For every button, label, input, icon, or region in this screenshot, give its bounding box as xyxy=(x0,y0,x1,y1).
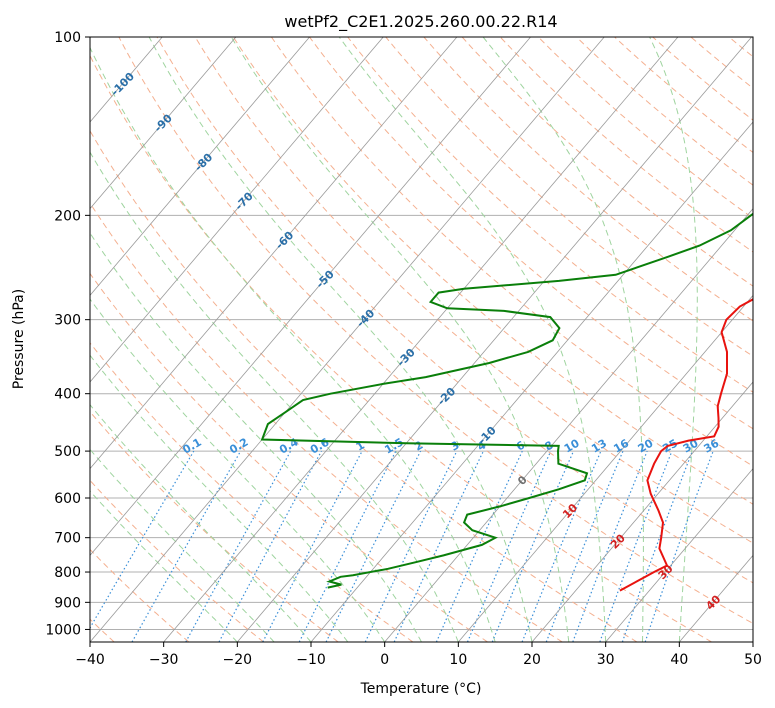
mixing-ratio-line xyxy=(644,450,714,642)
x-tick-label: 20 xyxy=(523,652,541,668)
mixing-ratio-line xyxy=(325,450,422,642)
isotherm-line xyxy=(384,208,753,642)
moist-adiabat-line xyxy=(90,298,386,642)
isotherm-line xyxy=(90,37,384,383)
y-tick-label: 700 xyxy=(54,531,81,547)
y-tick-label: 100 xyxy=(54,30,81,46)
moist-adiabat-line xyxy=(649,37,698,642)
moist-adiabat-line xyxy=(148,37,533,642)
x-tick-label: −10 xyxy=(296,652,326,668)
plot-area: 0.1 0.2 0.4 0.6 1 1.5 2 3 4 6 8 10 13 16 20 25 30 36-100-… xyxy=(90,37,753,642)
dry-adiabat-line xyxy=(308,37,753,430)
dry-adiabat-line xyxy=(90,54,712,642)
y-tick-label: 200 xyxy=(54,208,81,224)
x-tick-label: 40 xyxy=(670,652,688,668)
x-axis-label: Temperature (°C) xyxy=(360,681,482,697)
chart-title: wetPf2_C2E1.2025.260.00.22.R14 xyxy=(284,12,557,32)
dry-adiabat-line xyxy=(90,272,488,642)
isotherm-line xyxy=(605,468,753,642)
moist-adiabat-line xyxy=(90,354,349,642)
dry-adiabat-line xyxy=(385,37,753,357)
mixing-ratio-line xyxy=(466,450,552,642)
y-tick-label: 400 xyxy=(54,387,81,403)
mixing-ratio-line xyxy=(599,450,673,642)
isotherm-line xyxy=(90,37,605,642)
moist-adiabat-line xyxy=(338,37,607,642)
y-tick-label: 1000 xyxy=(45,622,81,638)
x-tick-label: 30 xyxy=(597,652,615,668)
x-tick-label: −30 xyxy=(149,652,179,668)
x-tick-label: 10 xyxy=(449,652,467,668)
isotherm-line xyxy=(90,37,531,556)
y-tick-label: 600 xyxy=(54,491,81,507)
isotherm-line xyxy=(458,294,753,642)
isotherm-line xyxy=(310,121,753,642)
y-tick-label: 500 xyxy=(54,444,81,460)
mixing-ratio-line xyxy=(521,450,602,642)
dry-adiabat-line xyxy=(90,129,638,642)
moist-adiabat-line xyxy=(90,151,459,642)
mixing-ratio-line xyxy=(621,450,693,642)
x-tick-label: 0 xyxy=(380,652,389,668)
isotherm-line xyxy=(90,37,237,210)
y-axis: 100 200 300 400 500 600 700 800 900 1000 xyxy=(45,30,90,638)
x-tick-label: −40 xyxy=(75,652,105,668)
mixing-ratio-line xyxy=(218,450,323,642)
x-tick-label: −20 xyxy=(223,652,253,668)
mixing-ratio-line xyxy=(435,450,523,642)
mixing-ratio-line xyxy=(298,450,397,642)
y-tick-label: 300 xyxy=(54,313,81,329)
y-axis-label: Pressure (hPa) xyxy=(11,289,27,389)
moist-adiabat-line xyxy=(90,403,312,642)
moist-adiabat-line xyxy=(482,37,644,642)
y-tick-label: 800 xyxy=(54,565,81,581)
isotherm-line xyxy=(90,37,458,470)
temperature-profile-line xyxy=(619,298,753,592)
moist-adiabat-line xyxy=(90,46,496,642)
x-tick-label: 50 xyxy=(744,652,762,668)
mixing-ratio-line xyxy=(545,450,624,642)
moist-adiabat-line xyxy=(230,37,570,642)
mixing-ratio-line xyxy=(572,450,648,642)
isotherm-line xyxy=(163,37,679,642)
x-axis: −40 −30 −20 −10 0 10 20 30 40 50 xyxy=(75,642,762,668)
dewpoint-profile-line xyxy=(260,212,753,589)
plot-frame xyxy=(89,36,754,643)
mixing-ratio-line xyxy=(185,450,292,642)
isotherm-line xyxy=(90,37,310,296)
isotherm-line xyxy=(531,381,753,642)
isotherm-line xyxy=(237,37,752,642)
dry-adiabat-line xyxy=(90,548,190,642)
moist-adiabat-line xyxy=(90,232,422,642)
y-tick-label: 900 xyxy=(54,595,81,611)
